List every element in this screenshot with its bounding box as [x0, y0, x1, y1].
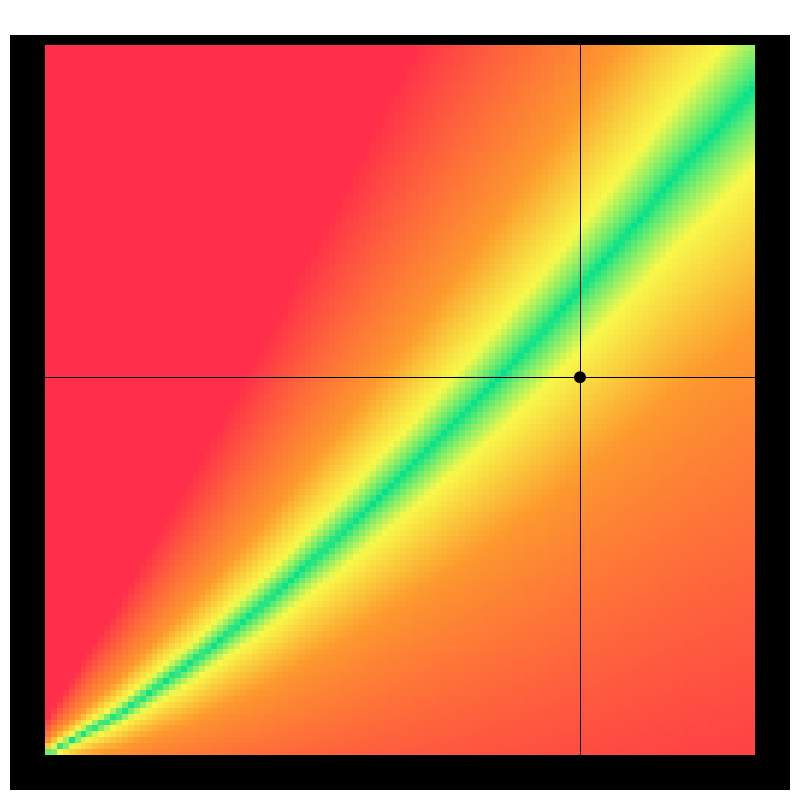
overlay-canvas [0, 0, 800, 800]
bottleneck-heatmap-chart: { "attribution": { "text": "TheBottlenec… [0, 0, 800, 800]
